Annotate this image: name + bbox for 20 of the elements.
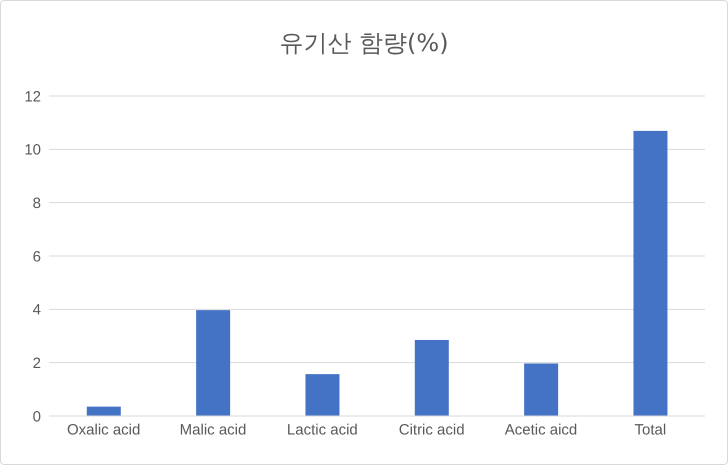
- x-tick-label: Oxalic acid: [66, 422, 140, 439]
- bar: [305, 374, 340, 416]
- y-tick-label: 6: [32, 248, 41, 266]
- bar: [633, 130, 668, 416]
- y-tick-label: 8: [32, 194, 41, 212]
- y-tick-label: 2: [32, 354, 41, 372]
- x-tick-label: Lactic acid: [286, 422, 358, 439]
- y-tick-label: 4: [32, 302, 41, 319]
- y-tick-label: 12: [24, 88, 41, 106]
- x-tick-label: Citric acid: [398, 422, 465, 439]
- y-tick-label: 0: [32, 408, 41, 426]
- bar: [524, 363, 558, 416]
- bar: [196, 310, 230, 416]
- chart-title: 유기산 함량(%): [278, 28, 450, 59]
- bar: [414, 340, 449, 416]
- x-tick-label: Malic acid: [180, 422, 246, 439]
- x-tick-label: Total: [634, 422, 666, 439]
- bar: [86, 406, 121, 416]
- x-tick-label: Acetic aicd: [504, 422, 578, 439]
- y-tick-label: 10: [24, 142, 41, 159]
